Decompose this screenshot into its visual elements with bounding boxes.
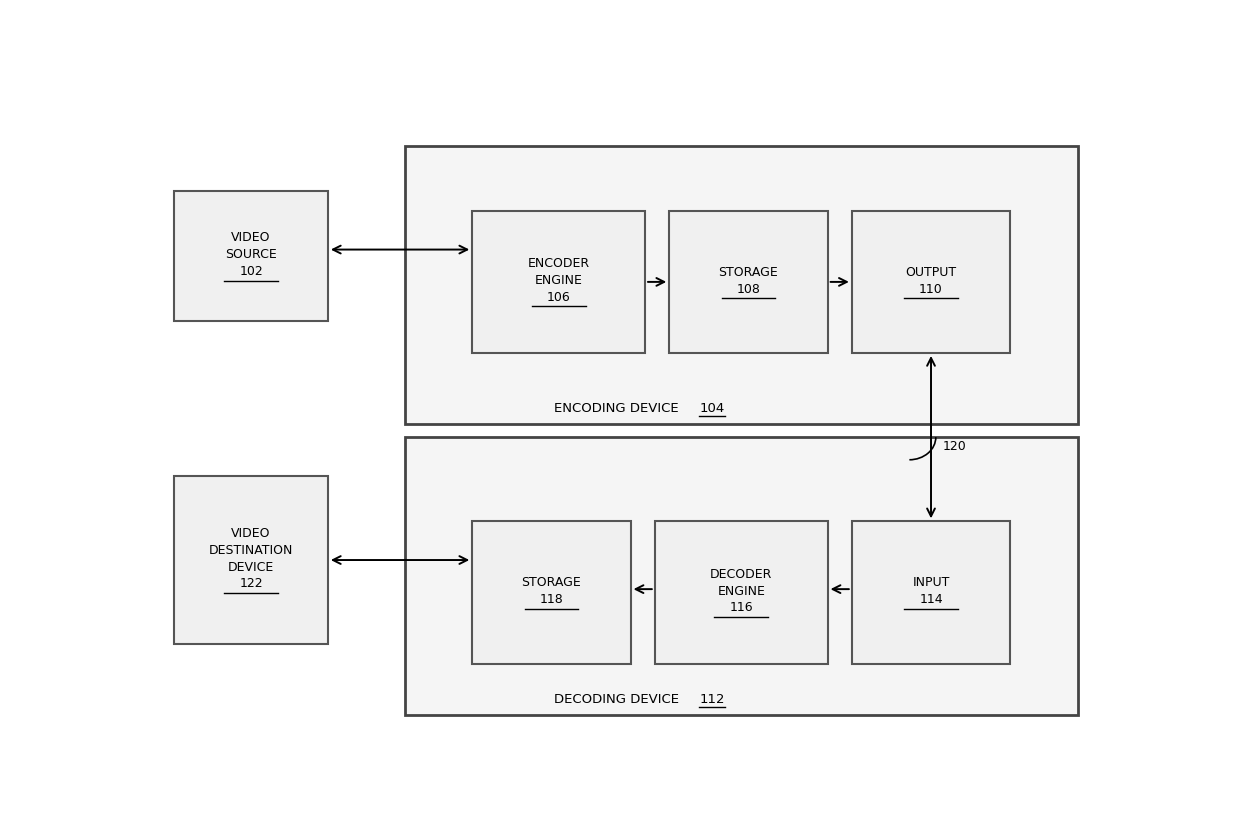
Text: VIDEO: VIDEO [232, 527, 270, 540]
Bar [174, 476, 327, 644]
Text: DESTINATION: DESTINATION [208, 543, 294, 557]
Text: 110: 110 [919, 282, 942, 296]
Text: 116: 116 [729, 601, 753, 614]
Text: 114: 114 [919, 593, 942, 606]
Text: 108: 108 [737, 282, 760, 296]
Text: ENCODING DEVICE: ENCODING DEVICE [554, 402, 683, 414]
Text: 106: 106 [547, 291, 570, 304]
Text: 120: 120 [942, 440, 967, 454]
Text: ENGINE: ENGINE [534, 274, 583, 287]
Bar [404, 146, 1078, 424]
Text: VIDEO: VIDEO [232, 232, 270, 244]
Text: STORAGE: STORAGE [718, 265, 779, 279]
Text: INPUT: INPUT [913, 576, 950, 589]
Bar [404, 437, 1078, 715]
Text: 118: 118 [539, 593, 563, 606]
Bar [472, 521, 631, 664]
Bar [852, 211, 1011, 353]
Text: OUTPUT: OUTPUT [905, 265, 956, 279]
Text: 122: 122 [239, 577, 263, 591]
Bar [655, 521, 828, 664]
Text: DECODER: DECODER [711, 568, 773, 580]
Text: ENCODER: ENCODER [527, 257, 590, 270]
Text: ENGINE: ENGINE [717, 585, 765, 597]
Text: DEVICE: DEVICE [228, 560, 274, 574]
Text: SOURCE: SOURCE [226, 249, 277, 261]
Bar [852, 521, 1011, 664]
Text: DECODING DEVICE: DECODING DEVICE [554, 693, 683, 706]
Text: 104: 104 [699, 402, 725, 414]
Text: 112: 112 [699, 693, 725, 706]
Bar [174, 192, 327, 321]
Text: STORAGE: STORAGE [522, 576, 582, 589]
Bar [670, 211, 828, 353]
Bar [472, 211, 645, 353]
Text: 102: 102 [239, 265, 263, 278]
